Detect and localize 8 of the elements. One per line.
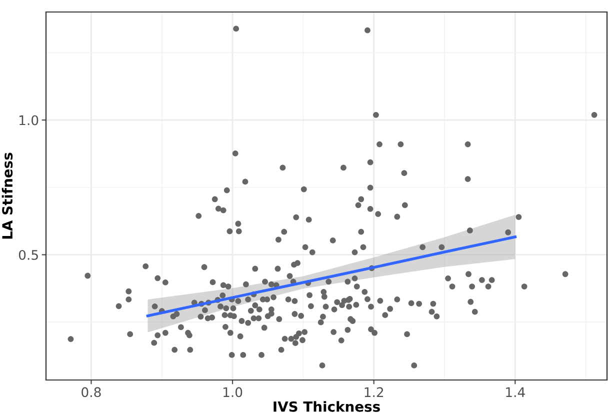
line-series bbox=[146, 236, 517, 318]
y-tick-label: 0.5 bbox=[18, 250, 38, 260]
x-tick-label: 1.2 bbox=[364, 387, 384, 397]
x-tick-label: 1.4 bbox=[506, 387, 525, 397]
x-axis-title: IVS Thickness bbox=[274, 401, 380, 412]
x-tick-label: 0.8 bbox=[82, 387, 101, 398]
y-axis-title: LA Stifness bbox=[2, 152, 13, 239]
x-tick-label: 1.0 bbox=[223, 387, 242, 398]
